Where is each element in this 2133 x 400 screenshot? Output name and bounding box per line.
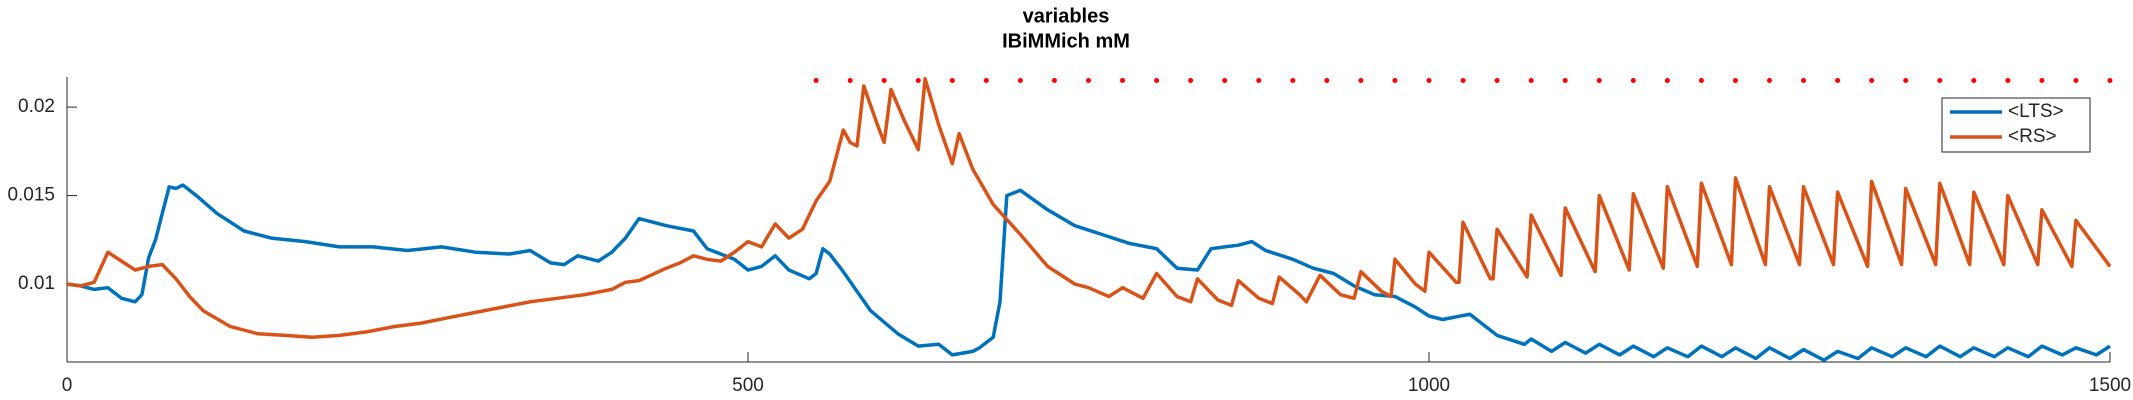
marker-dot (813, 78, 819, 84)
y-tick-label: 0.015 (7, 185, 55, 206)
x-tick-label: 1500 (2089, 375, 2131, 396)
marker-dot (2039, 78, 2045, 84)
marker-dot (1188, 78, 1194, 84)
marker-dot (1596, 78, 1602, 84)
marker-dot (1086, 78, 1091, 84)
marker-dot (1460, 78, 1466, 84)
marker-dot (1971, 78, 1977, 84)
legend-label: <RS> (2008, 126, 2057, 147)
series-line (66, 183, 2111, 362)
marker-dot (847, 78, 853, 84)
marker-dot (1801, 78, 1807, 84)
marker-dot (1630, 78, 1636, 84)
marker-dot (949, 78, 955, 84)
marker-dot (1937, 78, 1943, 84)
x-tick-label: 1000 (1408, 375, 1450, 396)
marker-dot (1324, 78, 1330, 84)
legend-box (1941, 97, 2091, 153)
marker-dot (1835, 78, 1841, 84)
marker-dot (1120, 78, 1126, 84)
marker-dot (1222, 78, 1228, 84)
marker-dot (2107, 78, 2113, 84)
chart-title: variables (1023, 5, 1110, 27)
marker-dot (1051, 78, 1057, 84)
marker-dot (881, 78, 887, 84)
marker-dot (1903, 78, 1909, 84)
marker-dot (1392, 78, 1398, 84)
marker-dot (1698, 78, 1704, 84)
marker-dot (1290, 78, 1296, 84)
marker-dot (1767, 78, 1772, 84)
y-tick-label: 0.02 (18, 96, 55, 117)
marker-dot (1426, 78, 1432, 84)
marker-dot (1256, 78, 1262, 84)
series-line (66, 77, 2112, 339)
marker-dot (1494, 78, 1500, 84)
marker-dot (1869, 78, 1875, 84)
marker-dot (2073, 78, 2079, 84)
marker-dot (2005, 78, 2011, 84)
marker-dot (1358, 78, 1364, 84)
marker-dot (915, 78, 921, 84)
legend-label: <LTS> (2008, 101, 2064, 122)
x-tick-label: 0 (62, 375, 73, 396)
x-tick-label: 500 (732, 375, 764, 396)
marker-dot (983, 78, 989, 84)
marker-dot (1732, 78, 1738, 84)
y-tick-label: 0.01 (18, 273, 55, 294)
marker-dot (1017, 78, 1023, 84)
marker-dot (1528, 78, 1534, 84)
chart-subtitle: IBiMMich mM (1002, 30, 1130, 52)
marker-dot (1664, 78, 1670, 84)
marker-dot (1562, 78, 1568, 84)
marker-dot (1154, 78, 1160, 84)
